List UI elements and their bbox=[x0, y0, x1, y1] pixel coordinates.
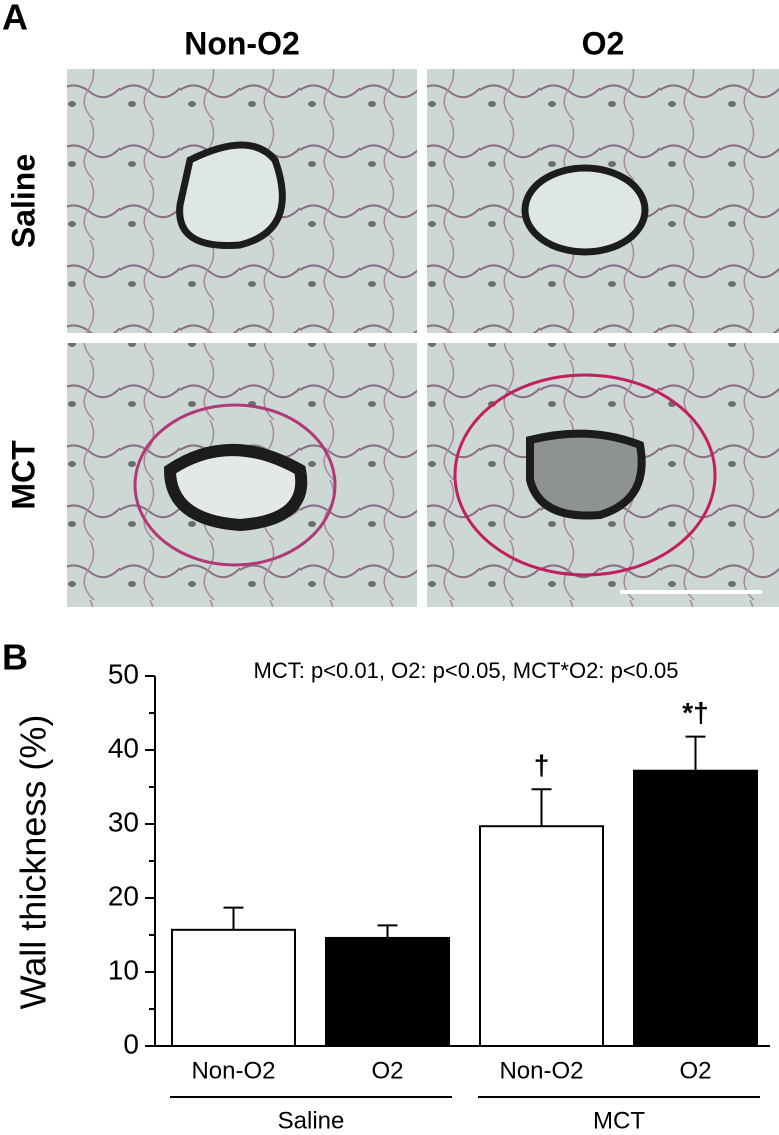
column-header: Non-O2 bbox=[184, 25, 300, 61]
vessel-wall bbox=[453, 373, 717, 577]
y-tick-label: 0 bbox=[123, 1028, 139, 1059]
y-tick-label: 10 bbox=[108, 954, 139, 985]
annotation: MCT: p<0.01, O2: p<0.05, MCT*O2: p<0.05 bbox=[254, 658, 679, 683]
x-tick-label: O2 bbox=[679, 1057, 711, 1084]
y-tick-label: 30 bbox=[108, 806, 139, 837]
group-label: MCT bbox=[593, 1107, 645, 1134]
vessel-wall bbox=[133, 403, 337, 567]
vessel bbox=[176, 141, 286, 249]
error-bar bbox=[377, 924, 398, 938]
y-axis-title: Wall thickness (%) bbox=[13, 715, 54, 1010]
panel-label: B bbox=[2, 637, 28, 678]
error-bar bbox=[685, 735, 706, 771]
group-label: Saline bbox=[278, 1107, 345, 1134]
row-header: MCT bbox=[5, 440, 41, 510]
row-header: Saline bbox=[5, 154, 41, 248]
vessel bbox=[526, 429, 646, 520]
y-tick-label: 50 bbox=[108, 658, 139, 689]
bar bbox=[479, 825, 604, 1047]
x-tick-label: Non-O2 bbox=[499, 1057, 583, 1084]
x-tick-label: O2 bbox=[371, 1057, 403, 1084]
significance-marker: † bbox=[534, 750, 550, 781]
y-tick-label: 20 bbox=[108, 880, 139, 911]
bar bbox=[633, 769, 758, 1047]
vessel bbox=[163, 444, 308, 532]
panel-label: A bbox=[2, 0, 28, 38]
bar bbox=[325, 936, 450, 1048]
x-tick-label: Non-O2 bbox=[191, 1057, 275, 1084]
significance-marker: *† bbox=[682, 697, 708, 728]
error-bar bbox=[223, 906, 244, 930]
error-bar bbox=[531, 788, 552, 827]
micrographs bbox=[67, 69, 779, 607]
y-tick-label: 40 bbox=[108, 732, 139, 763]
bar bbox=[171, 928, 296, 1048]
column-header: O2 bbox=[582, 25, 625, 61]
vessel bbox=[521, 164, 649, 256]
